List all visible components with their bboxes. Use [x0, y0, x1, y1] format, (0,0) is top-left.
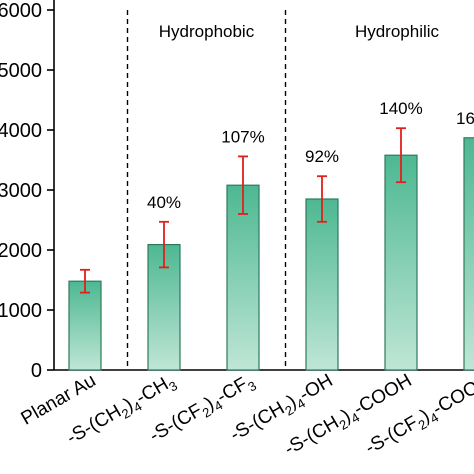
y-tick-label: 6000 [0, 0, 42, 22]
bar [463, 137, 474, 371]
data-label: 40% [147, 193, 181, 212]
data-label: 92% [305, 147, 339, 166]
y-tick-label: 3000 [0, 180, 42, 202]
group-dividers: Hydrophobic Hydrophilic [126, 10, 440, 370]
x-tick-labels: Planar Au-S-(CH2​)4​-CH3​-S-(CF2​)4​-CF3… [18, 370, 474, 461]
y-tick-label: 4000 [0, 120, 42, 142]
group-label: Hydrophobic [159, 22, 255, 41]
group-label: Hydrophilic [355, 22, 440, 41]
bar [68, 280, 102, 371]
error-bars [80, 127, 406, 294]
bar [384, 154, 418, 371]
data-label: 107% [221, 127, 264, 146]
data-labels: 40% 107% 92% 140% 16 [147, 99, 474, 212]
x-tick-label: -S-(CF2​)4​-COOH [362, 370, 474, 461]
y-tick-label: 1000 [0, 300, 42, 322]
axes: 0 1000 2000 3000 4000 5000 6000 [0, 0, 474, 382]
bars [68, 137, 474, 371]
data-label: 140% [379, 99, 422, 118]
bar [305, 198, 339, 371]
data-label: 16 [456, 109, 474, 128]
bar [226, 184, 260, 371]
y-tick-label: 0 [31, 360, 42, 382]
y-tick-label: 5000 [0, 60, 42, 82]
y-tick-label: 2000 [0, 240, 42, 262]
